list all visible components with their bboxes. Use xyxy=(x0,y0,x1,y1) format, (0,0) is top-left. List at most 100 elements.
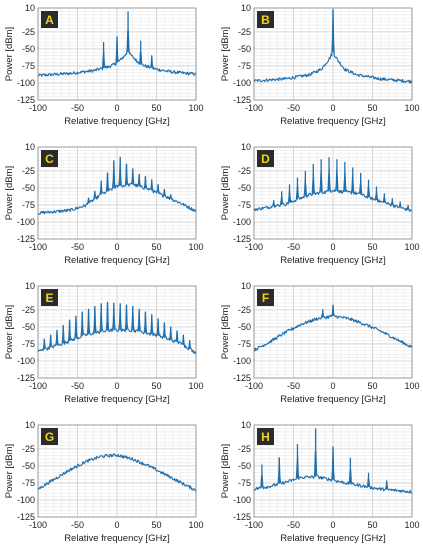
x-tick-label: 50 xyxy=(367,520,377,530)
x-tick-label: 0 xyxy=(330,103,335,113)
y-tick-label: -125 xyxy=(17,512,35,522)
panel-badge: H xyxy=(257,428,274,445)
y-tick-label: -100 xyxy=(17,495,35,505)
x-tick-label: -100 xyxy=(245,103,263,113)
panel-h: 10-25-50-75-100-125-100 -50 0 50 100Relative… xyxy=(220,420,420,544)
x-tick-label: 50 xyxy=(151,520,161,530)
panel-letter: H xyxy=(261,430,270,444)
panel-badge: A xyxy=(41,11,58,28)
y-tick-label: -50 xyxy=(22,322,35,332)
y-tick-label: -50 xyxy=(22,183,35,193)
panel-letter: C xyxy=(45,152,54,166)
y-tick-label: -50 xyxy=(238,44,251,54)
y-tick-label: -75 xyxy=(238,478,251,488)
badge-background xyxy=(257,150,274,167)
x-tick-label: -50 xyxy=(71,520,84,530)
y-axis-label: Power [dBm] xyxy=(220,444,231,498)
y-tick-label: -125 xyxy=(17,95,35,105)
y-tick-label: -50 xyxy=(238,322,251,332)
x-tick-label: 0 xyxy=(114,520,119,530)
panel-c: 10-25-50-75-100-125-100 -50 0 50 100Relative… xyxy=(4,142,204,266)
x-tick-label: -50 xyxy=(71,103,84,113)
x-tick-label: 50 xyxy=(151,103,161,113)
y-tick-label: -25 xyxy=(238,27,251,37)
y-tick-label: -100 xyxy=(233,495,251,505)
panel-e: 10-25-50-75-100-125-100 -50 0 50 100Relative… xyxy=(4,281,204,405)
panel-letter: G xyxy=(45,430,54,444)
x-axis-label: Relative frequency [GHz] xyxy=(280,533,386,544)
y-axis-label: Power [dBm] xyxy=(4,166,15,220)
plot-border xyxy=(37,424,197,518)
y-tick-label: -125 xyxy=(17,234,35,244)
y-tick-label: -125 xyxy=(233,95,251,105)
panel-letter: D xyxy=(261,152,270,166)
panel-badge: B xyxy=(257,11,274,28)
y-tick-label: 10 xyxy=(25,3,35,13)
plot-border xyxy=(37,285,197,379)
x-tick-label: 100 xyxy=(404,520,419,530)
panel-f: 10-25-50-75-100-125-100 -50 0 50 100Relative… xyxy=(220,281,420,405)
x-tick-label: 100 xyxy=(188,520,203,530)
badge-background xyxy=(41,428,58,445)
y-tick-label: -125 xyxy=(17,373,35,383)
x-tick-label: -100 xyxy=(29,520,47,530)
y-tick-label: -75 xyxy=(238,61,251,71)
y-tick-label: -125 xyxy=(233,234,251,244)
panel-badge: G xyxy=(41,428,58,445)
panel-b: 10-25-50-75-100-125-100 -50 0 50 100Relative… xyxy=(220,3,420,127)
x-tick-label: 50 xyxy=(367,242,377,252)
x-tick-label: -50 xyxy=(287,381,300,391)
spectrum-line xyxy=(253,8,413,84)
spectrum-line xyxy=(253,304,413,352)
y-tick-label: -125 xyxy=(233,373,251,383)
y-tick-label: -50 xyxy=(238,461,251,471)
y-tick-label: -75 xyxy=(22,478,35,488)
x-tick-label: 0 xyxy=(114,242,119,252)
plot-border xyxy=(253,7,413,101)
y-tick-label: 10 xyxy=(241,420,251,430)
x-tick-label: 100 xyxy=(188,103,203,113)
plot-border xyxy=(37,146,197,240)
x-tick-label: -100 xyxy=(245,242,263,252)
y-tick-label: -50 xyxy=(22,461,35,471)
x-tick-label: 0 xyxy=(330,381,335,391)
y-tick-label: -25 xyxy=(22,166,35,176)
x-tick-label: -50 xyxy=(287,103,300,113)
x-axis-label: Relative frequency [GHz] xyxy=(64,255,170,266)
plot-border xyxy=(37,7,197,101)
y-tick-label: -100 xyxy=(233,78,251,88)
y-tick-label: -25 xyxy=(238,305,251,315)
x-tick-label: 100 xyxy=(188,381,203,391)
x-tick-label: 100 xyxy=(188,242,203,252)
badge-background xyxy=(257,289,274,306)
x-tick-label: -50 xyxy=(287,242,300,252)
y-tick-label: -100 xyxy=(17,356,35,366)
plot-border xyxy=(253,424,413,518)
y-axis-label: Power [dBm] xyxy=(220,27,231,81)
y-tick-label: -100 xyxy=(233,217,251,227)
y-tick-label: -75 xyxy=(22,61,35,71)
y-axis-label: Power [dBm] xyxy=(4,27,15,81)
y-tick-label: -125 xyxy=(233,512,251,522)
badge-background xyxy=(41,150,58,167)
x-axis-label: Relative frequency [GHz] xyxy=(64,533,170,544)
x-tick-label: 50 xyxy=(367,103,377,113)
x-tick-label: 0 xyxy=(330,520,335,530)
y-tick-label: -100 xyxy=(17,78,35,88)
x-tick-label: -100 xyxy=(245,381,263,391)
x-tick-label: -100 xyxy=(245,520,263,530)
x-tick-label: 50 xyxy=(151,242,161,252)
spectrum-line xyxy=(37,453,197,492)
y-tick-label: -100 xyxy=(233,356,251,366)
y-tick-label: -25 xyxy=(238,444,251,454)
plot-border xyxy=(253,146,413,240)
y-tick-label: -75 xyxy=(22,339,35,349)
y-tick-label: 10 xyxy=(241,281,251,291)
panel-letter: A xyxy=(45,13,54,27)
x-axis-label: Relative frequency [GHz] xyxy=(64,116,170,127)
x-tick-label: 50 xyxy=(367,381,377,391)
x-tick-label: 100 xyxy=(404,381,419,391)
y-tick-label: -25 xyxy=(22,27,35,37)
panel-g: 10-25-50-75-100-125-100 -50 0 50 100Relative… xyxy=(4,420,204,544)
plot-border xyxy=(253,285,413,379)
